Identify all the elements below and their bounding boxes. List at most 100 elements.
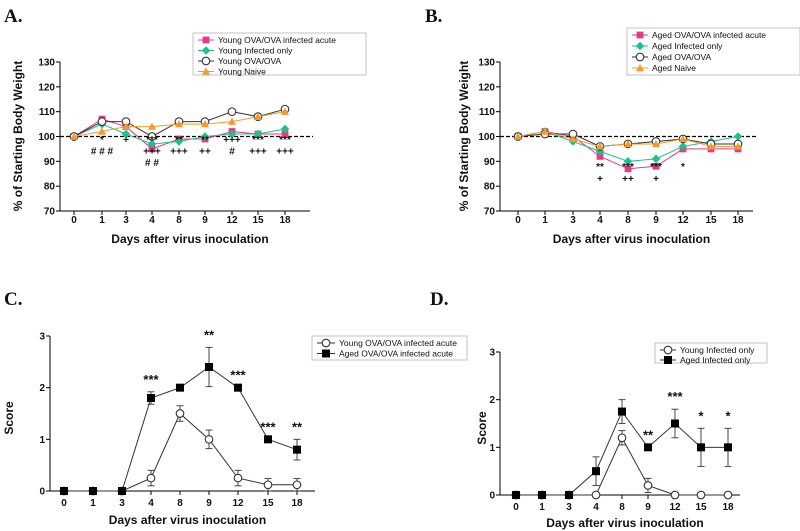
panel-label: D. <box>430 289 448 310</box>
y-axis-title: Score <box>475 411 489 445</box>
data-point <box>514 132 522 140</box>
data-point <box>253 129 263 139</box>
data-point <box>595 147 605 156</box>
chart-panel-a: A. 70 80 90 100 110 120 130 0 1 3 4 8 9 12 15 18 Days aft… <box>4 6 367 246</box>
data-point <box>644 443 652 452</box>
x-tick-label: 0 <box>61 498 67 509</box>
y-tick-label: 130 <box>38 58 55 69</box>
data-point <box>538 491 546 499</box>
data-point <box>204 434 214 444</box>
data-point <box>724 443 732 452</box>
legend-label: Aged OVA/OVA infected acute <box>652 30 766 40</box>
data-point <box>652 139 660 148</box>
significance-mark: + <box>653 174 659 185</box>
x-tick-label: 9 <box>202 215 208 226</box>
significance-mark: * <box>681 162 685 173</box>
data-point <box>89 487 97 495</box>
legend-box <box>654 342 768 364</box>
data-point <box>174 137 184 146</box>
x-tick-label: 4 <box>593 502 599 513</box>
x-tick-label: 8 <box>176 215 182 226</box>
significance-mark: + <box>123 135 129 146</box>
significance-mark: ++ <box>199 147 211 158</box>
legend-label: Young Infected only <box>680 345 755 355</box>
x-tick-label: 0 <box>515 215 521 226</box>
data-point <box>70 132 78 140</box>
x-tick-label: 4 <box>597 215 603 226</box>
data-point <box>263 480 273 490</box>
x-tick-label: 8 <box>625 215 631 226</box>
legend-label: Aged Infected only <box>652 41 723 51</box>
legend-marker <box>636 64 644 72</box>
y-axis-title: % of Starting Body Weight <box>11 61 25 211</box>
legend-marker <box>202 36 210 44</box>
data-point <box>671 419 679 428</box>
y-tick-label: 80 <box>484 182 496 193</box>
data-point <box>292 480 302 490</box>
legend-label: Aged Naive <box>652 63 696 73</box>
data-point <box>281 107 289 115</box>
x-tick-label: 3 <box>123 215 129 226</box>
significance-mark: *** <box>230 368 246 383</box>
y-tick-label: 90 <box>44 157 56 168</box>
x-tick-label: 12 <box>226 215 238 226</box>
series-3 <box>70 107 289 140</box>
data-point <box>280 124 290 134</box>
y-tick-label: 130 <box>478 58 495 69</box>
series-line <box>516 410 728 496</box>
significance-mark: +++ <box>249 147 267 158</box>
x-tick-label: 15 <box>262 498 274 509</box>
legend-label: Aged Infected only <box>680 355 751 365</box>
significance-mark: * <box>698 408 704 423</box>
data-point <box>678 142 688 151</box>
data-point <box>652 162 660 170</box>
data-point <box>734 142 742 150</box>
data-point <box>121 129 131 139</box>
data-point <box>264 435 272 444</box>
x-tick-label: 15 <box>705 215 717 226</box>
significance-mark: * <box>100 135 104 146</box>
legend-marker <box>201 56 211 66</box>
data-point <box>591 490 601 500</box>
y-tick-label: 110 <box>39 107 56 118</box>
data-point <box>596 142 604 150</box>
data-point <box>60 487 68 495</box>
legend-box <box>626 27 800 76</box>
significance-mark: # # <box>145 158 159 169</box>
data-point <box>254 112 262 120</box>
data-point <box>201 120 209 128</box>
x-tick-label: 0 <box>513 502 519 513</box>
data-point <box>147 139 157 149</box>
y-tick-label: 70 <box>44 207 56 218</box>
legend-label: Young OVA/OVA infected acute <box>339 338 457 348</box>
data-point <box>176 383 184 392</box>
x-tick-label: 3 <box>566 502 572 513</box>
data-point <box>541 127 549 135</box>
x-axis-title: Days after virus inoculation <box>111 232 268 246</box>
x-tick-label: 1 <box>542 215 548 226</box>
significance-mark: *** <box>143 372 159 387</box>
x-tick-label: 1 <box>90 498 96 509</box>
data-point <box>148 122 156 130</box>
y-axis-title: % of Starting Body Weight <box>457 61 471 211</box>
significance-mark: + <box>597 174 603 185</box>
data-point <box>707 142 715 150</box>
significance-mark: *** <box>260 419 276 434</box>
legend-marker <box>321 338 331 348</box>
significance-mark: *** <box>622 162 634 173</box>
data-point <box>97 117 107 126</box>
data-point <box>227 107 237 117</box>
data-point <box>624 139 632 148</box>
significance-mark: +++ <box>143 147 161 158</box>
x-axis-title: Days after virus inoculation <box>109 513 266 527</box>
y-tick-label: 0 <box>489 491 495 502</box>
data-point <box>512 491 520 499</box>
significance-mark: # <box>229 147 235 158</box>
legend-box <box>311 335 468 361</box>
x-tick-label: 1 <box>99 215 105 226</box>
significance-mark: * <box>725 408 731 423</box>
series-1 <box>512 399 732 499</box>
x-tick-label: 3 <box>570 215 576 226</box>
